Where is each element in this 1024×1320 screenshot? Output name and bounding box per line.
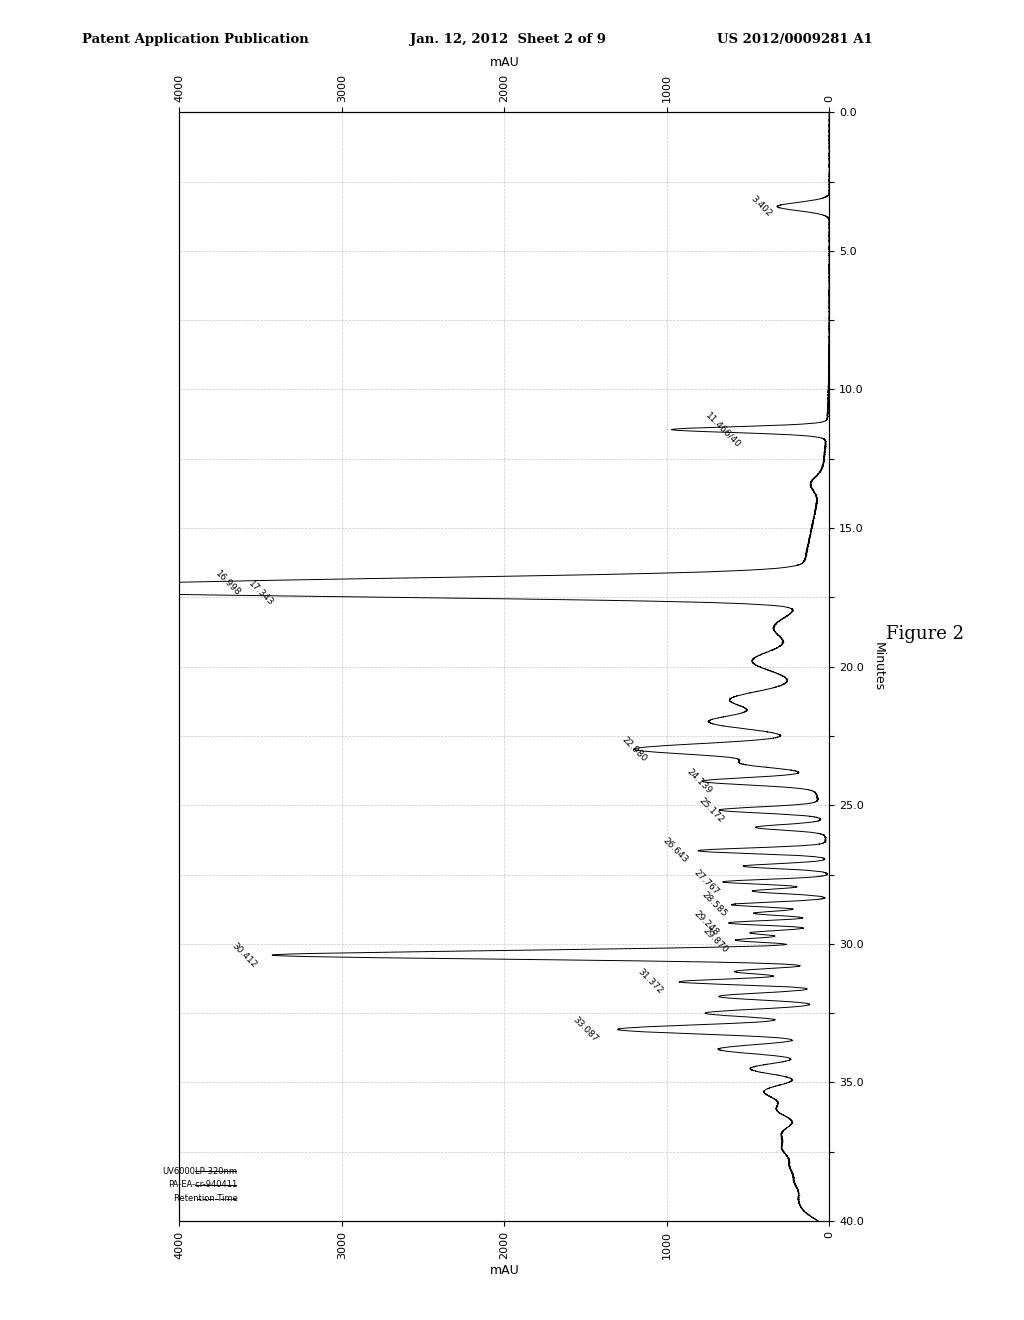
Text: 25.172: 25.172 <box>696 796 725 824</box>
Text: 29.248: 29.248 <box>691 908 720 937</box>
Text: PA-EA-cr-940411: PA-EA-cr-940411 <box>169 1180 238 1189</box>
Text: 33.087: 33.087 <box>571 1015 600 1044</box>
X-axis label: mAU: mAU <box>489 55 519 69</box>
Text: 30.412: 30.412 <box>230 941 258 969</box>
Text: 29.870: 29.870 <box>701 925 730 954</box>
Text: 22.980: 22.980 <box>621 735 648 763</box>
Text: 26.643: 26.643 <box>660 837 689 865</box>
X-axis label: mAU: mAU <box>489 1265 519 1278</box>
Text: Jan. 12, 2012  Sheet 2 of 9: Jan. 12, 2012 Sheet 2 of 9 <box>410 33 605 46</box>
Text: 24.139: 24.139 <box>685 767 714 796</box>
Text: Figure 2: Figure 2 <box>886 624 964 643</box>
Text: 27.767: 27.767 <box>691 867 720 896</box>
Text: US 2012/0009281 A1: US 2012/0009281 A1 <box>717 33 872 46</box>
Text: 31.372: 31.372 <box>636 968 665 997</box>
Text: 16.998: 16.998 <box>214 569 243 598</box>
Text: 28.585: 28.585 <box>699 890 728 919</box>
Text: 11.466/40: 11.466/40 <box>705 411 743 449</box>
Text: UV6000LP-320nm: UV6000LP-320nm <box>163 1167 238 1176</box>
Text: Retention Time: Retention Time <box>174 1195 238 1204</box>
Text: 3.402: 3.402 <box>749 194 773 219</box>
Y-axis label: Minutes: Minutes <box>872 642 885 692</box>
Text: 17.343: 17.343 <box>246 578 274 607</box>
Text: Patent Application Publication: Patent Application Publication <box>82 33 308 46</box>
